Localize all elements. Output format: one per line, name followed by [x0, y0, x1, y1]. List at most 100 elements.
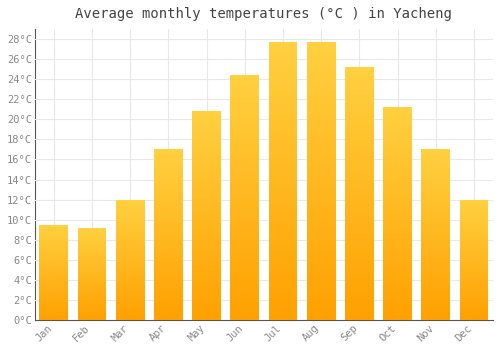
Bar — [345, 162, 374, 163]
Bar — [230, 159, 259, 160]
Bar — [345, 229, 374, 230]
Bar — [345, 81, 374, 82]
Bar — [383, 167, 412, 168]
Bar — [230, 211, 259, 212]
Bar — [422, 286, 450, 287]
Bar — [422, 174, 450, 175]
Bar — [116, 202, 144, 203]
Bar — [154, 297, 182, 298]
Bar — [230, 290, 259, 292]
Bar — [422, 307, 450, 308]
Bar — [422, 313, 450, 314]
Bar — [230, 205, 259, 206]
Bar — [268, 139, 298, 141]
Bar — [192, 227, 221, 228]
Bar — [192, 160, 221, 161]
Bar — [192, 226, 221, 227]
Bar — [154, 309, 182, 310]
Bar — [230, 207, 259, 209]
Bar — [422, 238, 450, 239]
Bar — [230, 88, 259, 89]
Bar — [230, 101, 259, 102]
Bar — [460, 287, 488, 288]
Bar — [460, 199, 488, 200]
Bar — [116, 227, 144, 228]
Bar — [192, 229, 221, 230]
Bar — [268, 277, 298, 278]
Bar — [422, 229, 450, 230]
Bar — [345, 128, 374, 129]
Bar — [307, 227, 336, 228]
Bar — [268, 287, 298, 288]
Bar — [345, 110, 374, 111]
Bar — [460, 260, 488, 261]
Bar — [383, 317, 412, 318]
Bar — [422, 150, 450, 151]
Bar — [460, 304, 488, 305]
Bar — [154, 155, 182, 156]
Bar — [154, 247, 182, 248]
Bar — [116, 275, 144, 276]
Bar — [192, 270, 221, 271]
Bar — [268, 120, 298, 121]
Bar — [40, 267, 68, 268]
Bar — [345, 316, 374, 317]
Bar — [422, 258, 450, 259]
Bar — [230, 216, 259, 217]
Bar — [40, 275, 68, 276]
Bar — [78, 273, 106, 274]
Bar — [268, 138, 298, 139]
Bar — [383, 220, 412, 221]
Bar — [383, 190, 412, 191]
Bar — [345, 70, 374, 71]
Bar — [268, 59, 298, 60]
Bar — [230, 236, 259, 237]
Bar — [345, 86, 374, 88]
Bar — [268, 280, 298, 281]
Bar — [422, 208, 450, 209]
Bar — [307, 163, 336, 164]
Bar — [307, 295, 336, 296]
Bar — [383, 201, 412, 202]
Bar — [383, 239, 412, 240]
Bar — [422, 310, 450, 312]
Bar — [40, 247, 68, 248]
Bar — [460, 314, 488, 315]
Bar — [192, 317, 221, 318]
Bar — [154, 177, 182, 178]
Bar — [230, 282, 259, 283]
Bar — [116, 262, 144, 263]
Bar — [192, 197, 221, 198]
Bar — [230, 193, 259, 194]
Bar — [268, 42, 298, 43]
Bar — [78, 278, 106, 279]
Bar — [116, 276, 144, 277]
Bar — [192, 245, 221, 246]
Bar — [307, 56, 336, 57]
Bar — [460, 224, 488, 225]
Bar — [192, 153, 221, 154]
Bar — [383, 244, 412, 245]
Bar — [268, 62, 298, 63]
Bar — [192, 128, 221, 129]
Bar — [230, 319, 259, 320]
Bar — [40, 318, 68, 319]
Bar — [192, 145, 221, 146]
Bar — [116, 270, 144, 271]
Bar — [268, 55, 298, 56]
Bar — [40, 292, 68, 293]
Bar — [230, 226, 259, 227]
Bar — [383, 128, 412, 130]
Bar — [230, 100, 259, 101]
Bar — [345, 120, 374, 121]
Bar — [78, 259, 106, 260]
Bar — [307, 177, 336, 178]
Bar — [345, 190, 374, 191]
Bar — [422, 151, 450, 152]
Bar — [192, 287, 221, 288]
Bar — [78, 283, 106, 284]
Bar — [116, 245, 144, 246]
Bar — [154, 198, 182, 199]
Bar — [116, 256, 144, 257]
Bar — [268, 159, 298, 160]
